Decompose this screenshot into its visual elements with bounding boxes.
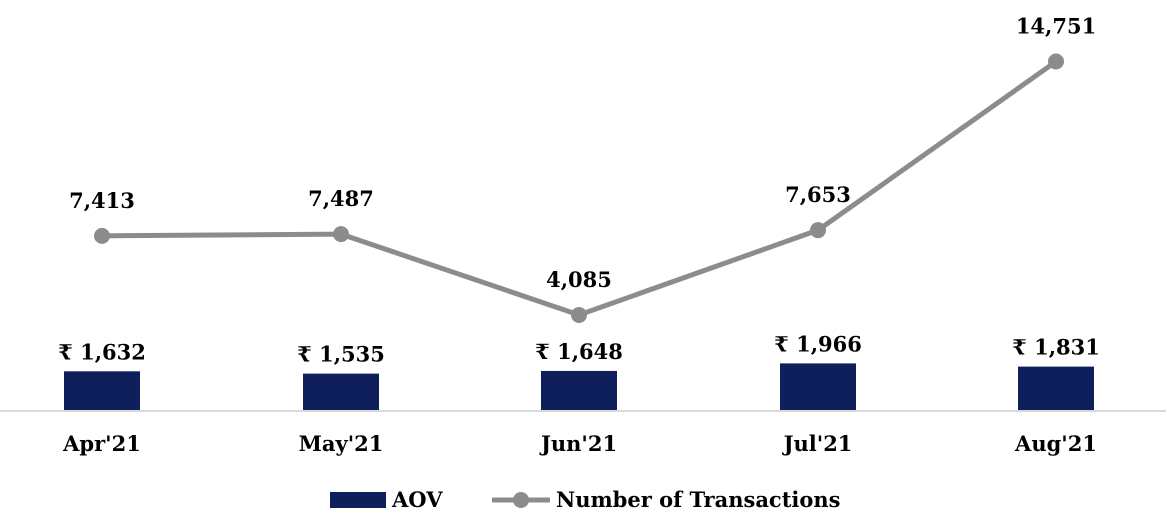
legend: AOV Number of Transactions — [330, 487, 840, 512]
line-point-transactions-4 — [1048, 53, 1064, 70]
line-label-transactions-1: 7,487 — [308, 186, 374, 211]
line-point-transactions-1 — [333, 226, 349, 243]
bar-aov-4 — [1018, 366, 1094, 410]
bar-label-aov-1: ₹ 1,535 — [297, 342, 385, 367]
bar-label-aov-3: ₹ 1,966 — [774, 331, 862, 356]
bar-aov-2 — [541, 370, 617, 410]
bar-label-aov-2: ₹ 1,648 — [535, 339, 623, 364]
bar-series-aov — [64, 363, 1094, 410]
bar-aov-1 — [303, 373, 379, 410]
legend-swatch-aov — [330, 492, 386, 508]
legend-swatch-transactions-marker — [513, 492, 529, 508]
line-label-transactions-4: 14,751 — [1016, 14, 1096, 39]
x-tick-label-1: May'21 — [299, 431, 384, 456]
bar-data-labels: ₹ 1,632 ₹ 1,535 ₹ 1,648 ₹ 1,966 ₹ 1,831 — [58, 331, 1100, 366]
x-tick-label-0: Apr'21 — [62, 431, 141, 456]
line-point-transactions-0 — [94, 227, 110, 244]
line-label-transactions-2: 4,085 — [546, 267, 612, 292]
line-point-transactions-2 — [571, 306, 587, 323]
bar-label-aov-0: ₹ 1,632 — [58, 339, 146, 364]
line-data-labels: 7,413 7,487 4,085 7,653 14,751 — [69, 14, 1096, 292]
legend-label-aov: AOV — [391, 487, 443, 512]
bar-aov-3 — [780, 363, 856, 410]
bar-label-aov-4: ₹ 1,831 — [1012, 335, 1100, 360]
x-tick-label-2: Jun'21 — [539, 431, 617, 456]
line-point-transactions-3 — [810, 222, 826, 239]
line-series-transactions — [94, 53, 1064, 323]
line-label-transactions-0: 7,413 — [69, 188, 135, 213]
x-tick-label-3: Jul'21 — [782, 431, 853, 456]
bar-aov-0 — [64, 371, 140, 410]
line-label-transactions-3: 7,653 — [785, 182, 851, 207]
x-axis-ticks: Apr'21 May'21 Jun'21 Jul'21 Aug'21 — [62, 431, 1097, 456]
x-tick-label-4: Aug'21 — [1014, 431, 1097, 456]
legend-label-transactions: Number of Transactions — [556, 487, 840, 512]
